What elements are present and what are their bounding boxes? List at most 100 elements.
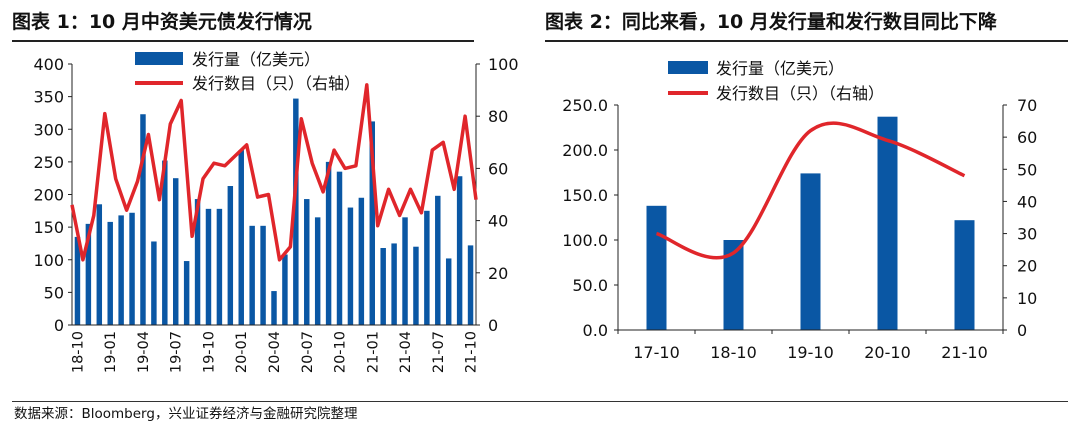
y-right-tick-label: 60	[1017, 128, 1037, 147]
y-right-tick-label: 60	[488, 159, 508, 178]
bar-21-03	[391, 243, 397, 325]
bar-21-02	[380, 248, 386, 325]
y-left-tick-label: 100	[33, 251, 64, 270]
bar-18-10	[74, 236, 81, 325]
line-series-count	[655, 121, 966, 260]
x-tick-label: 20-04	[267, 331, 283, 373]
y-right-tick-label: 20	[488, 264, 508, 283]
figure2-title-rule	[545, 40, 1068, 42]
y-right-tick-label: 50	[1017, 160, 1037, 179]
y-right-tick-label: 30	[1017, 225, 1037, 244]
bar-20-04	[271, 291, 277, 325]
bar-19-05	[151, 241, 157, 325]
bar-19-10	[800, 173, 821, 330]
y-left-tick-label: 400	[33, 55, 64, 74]
y-left-tick-label: 350	[33, 88, 64, 107]
bar-20-10	[877, 116, 898, 330]
x-tick-label: 19-04	[136, 331, 152, 373]
source-rule	[12, 401, 1068, 402]
bar-21-01	[369, 121, 375, 325]
bar-21-06	[424, 210, 430, 325]
bar-20-07	[304, 199, 310, 325]
x-tick-label: 21-10	[941, 343, 988, 362]
bar-21-07	[435, 195, 441, 325]
legend-label-bar: 发行量（亿美元）	[716, 59, 844, 78]
y-right-tick-label: 20	[1017, 257, 1037, 276]
y-right-tick-label: 70	[1017, 96, 1037, 115]
bar-20-11	[347, 207, 354, 325]
bar-20-06	[293, 98, 299, 326]
bar-20-12	[358, 197, 365, 325]
bar-19-12	[227, 186, 234, 325]
bar-18-11	[85, 223, 92, 325]
x-tick-label: 17-10	[633, 343, 680, 362]
legend-swatch-bar	[668, 61, 708, 74]
y-left-tick-label: 250	[33, 153, 64, 172]
x-tick-label: 20-01	[234, 331, 250, 373]
y-right-tick-label: 10	[1017, 289, 1037, 308]
figure1-title-rule	[12, 40, 474, 42]
bar-17-10	[646, 205, 667, 330]
y-left-tick-label: 50.0	[572, 276, 608, 295]
y-left-tick-label: 0	[54, 316, 64, 335]
bar-20-02	[249, 225, 255, 325]
y-right-tick-label: 0	[1017, 321, 1027, 340]
x-tick-label: 21-10	[464, 331, 480, 373]
y-left-tick-label: 200	[33, 186, 64, 205]
y-left-tick-label: 150	[33, 218, 64, 237]
x-tick-label: 21-07	[431, 331, 447, 373]
x-tick-label: 21-04	[398, 331, 414, 373]
x-tick-label: 18-10	[70, 331, 86, 373]
bar-19-03	[129, 212, 135, 325]
x-tick-label: 19-10	[201, 331, 217, 373]
x-tick-label: 20-07	[300, 331, 316, 373]
bar-19-11	[216, 208, 223, 325]
y-right-tick-label: 0	[488, 316, 498, 335]
y-right-tick-label: 80	[488, 107, 508, 126]
y-left-tick-label: 50	[44, 283, 64, 302]
legend-swatch-bar	[135, 52, 183, 65]
y-left-tick-label: 100.0	[562, 231, 608, 250]
line-series-count	[70, 83, 478, 262]
source-note: 数据来源：Bloomberg，兴业证券经济与金融研究院整理	[14, 406, 358, 422]
bar-21-05	[413, 246, 419, 325]
bar-21-08	[445, 258, 452, 325]
bar-19-06	[162, 160, 168, 325]
y-left-tick-label: 200.0	[562, 141, 608, 160]
y-left-tick-label: 250.0	[562, 96, 608, 115]
y-left-tick-label: 0.0	[583, 321, 608, 340]
x-tick-label: 21-01	[365, 331, 381, 373]
bar-21-09	[456, 176, 463, 325]
y-right-tick-label: 40	[488, 212, 508, 231]
x-tick-label: 20-10	[864, 343, 911, 362]
y-left-tick-label: 300	[33, 120, 64, 139]
x-tick-label: 19-07	[169, 331, 185, 373]
bar-20-05	[282, 254, 288, 325]
y-right-tick-label: 100	[488, 55, 519, 74]
bar-19-07	[173, 178, 179, 325]
bar-18-12	[96, 204, 103, 325]
legend-label-line: 发行数目（只）（右轴）	[716, 84, 884, 103]
bar-19-09	[194, 199, 201, 325]
bar-21-10	[954, 220, 975, 330]
legend-label-line: 发行数目（只）（右轴）	[192, 74, 360, 93]
bar-21-04	[402, 217, 408, 325]
y-right-tick-label: 40	[1017, 192, 1037, 211]
bar-19-01	[107, 221, 113, 325]
bar-19-02	[118, 215, 124, 325]
x-tick-label: 19-10	[787, 343, 834, 362]
bar-21-10	[467, 245, 474, 325]
bar-20-03	[260, 225, 266, 325]
figure2-chart: 0.0 50.0 100.0 150.0 200.0 250.0 0 10 20 30 40 50 60…	[562, 59, 1037, 362]
x-tick-label: 20-10	[333, 331, 349, 373]
bar-19-04	[140, 114, 146, 326]
bar-18-10	[723, 240, 744, 330]
bar-20-10	[336, 171, 343, 325]
bar-19-08	[183, 261, 190, 325]
figure1-chart: 0 50 100 150 200 250 300 350 400 0 20 40 60 80 100 18-1…	[33, 50, 519, 373]
bar-20-01	[238, 150, 244, 325]
figure1-title: 图表 1：10 月中资美元债发行情况	[12, 11, 312, 33]
bar-20-09	[325, 161, 332, 325]
y-left-tick-label: 150.0	[562, 186, 608, 205]
legend-label-bar: 发行量（亿美元）	[192, 50, 320, 69]
